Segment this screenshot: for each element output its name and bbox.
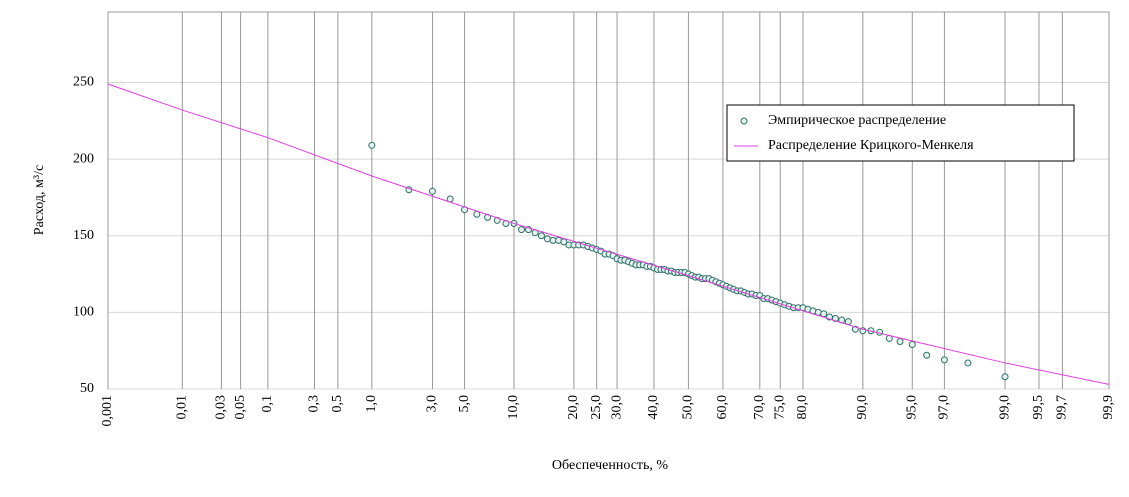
- x-tick-label: 3,0: [425, 395, 440, 413]
- data-point: [964, 359, 972, 367]
- x-tick-label: 1,0: [364, 395, 379, 413]
- x-tick-label: 10,0: [506, 395, 521, 420]
- data-point: [908, 341, 916, 349]
- x-tick-label: 70,0: [752, 395, 767, 420]
- x-tick-label: 0,5: [330, 395, 345, 413]
- distribution-line: [107, 83, 1110, 385]
- legend-label: Эмпирическое распределение: [768, 113, 946, 128]
- y-tick-label: 250: [73, 75, 94, 90]
- data-point: [1001, 373, 1009, 381]
- x-tick-label: 99,9: [1101, 395, 1116, 420]
- x-tick-label: 0,01: [175, 395, 190, 420]
- data-point: [368, 141, 376, 149]
- x-tick-label: 99,7: [1055, 395, 1070, 420]
- grid: [107, 12, 1110, 390]
- x-tick-label: 0,05: [233, 395, 248, 420]
- data-point: [543, 235, 551, 243]
- y-tick-label: 100: [73, 305, 94, 320]
- x-tick-label: 0,1: [260, 395, 275, 413]
- data-point: [518, 226, 526, 234]
- y-tick-label: 150: [73, 228, 94, 243]
- x-tick-label: 40,0: [646, 395, 661, 420]
- x-axis-label: Обеспеченность, %: [552, 458, 668, 473]
- data-point: [428, 187, 436, 195]
- data-point: [896, 337, 904, 345]
- x-tick-label: 0,3: [307, 395, 322, 413]
- x-tick-label: 99,5: [1031, 395, 1046, 420]
- data-point: [940, 356, 948, 364]
- data-point: [537, 232, 545, 240]
- x-tick-label: 50,0: [681, 395, 696, 420]
- x-tick-label: 95,0: [905, 395, 920, 420]
- x-tick-label: 20,0: [566, 395, 581, 420]
- x-tick-label: 97,0: [937, 395, 952, 420]
- legend-label: Распределение Крицкого-Менкеля: [768, 138, 974, 153]
- y-axis-label: Расход, м³/с: [32, 165, 47, 235]
- x-tick-label: 0,001: [100, 395, 115, 427]
- x-tick-label: 99,0: [997, 395, 1012, 420]
- y-tick-label: 50: [80, 381, 94, 396]
- legend-marker: [740, 117, 748, 125]
- x-tick-label: 90,0: [855, 395, 870, 420]
- x-tick-label: 25,0: [589, 395, 604, 420]
- legend-box: [726, 104, 1075, 162]
- x-tick-label: 80,0: [795, 395, 810, 420]
- x-tick-label: 60,0: [715, 395, 730, 420]
- y-tick-label: 200: [73, 151, 94, 166]
- plot-area: [107, 11, 1110, 390]
- x-tick-label: 0,03: [214, 395, 229, 420]
- x-tick-label: 5,0: [457, 395, 472, 413]
- data-point: [820, 310, 828, 318]
- x-tick-label: 75,0: [772, 395, 787, 420]
- x-tick-label: 30,0: [609, 395, 624, 420]
- data-point: [923, 351, 931, 359]
